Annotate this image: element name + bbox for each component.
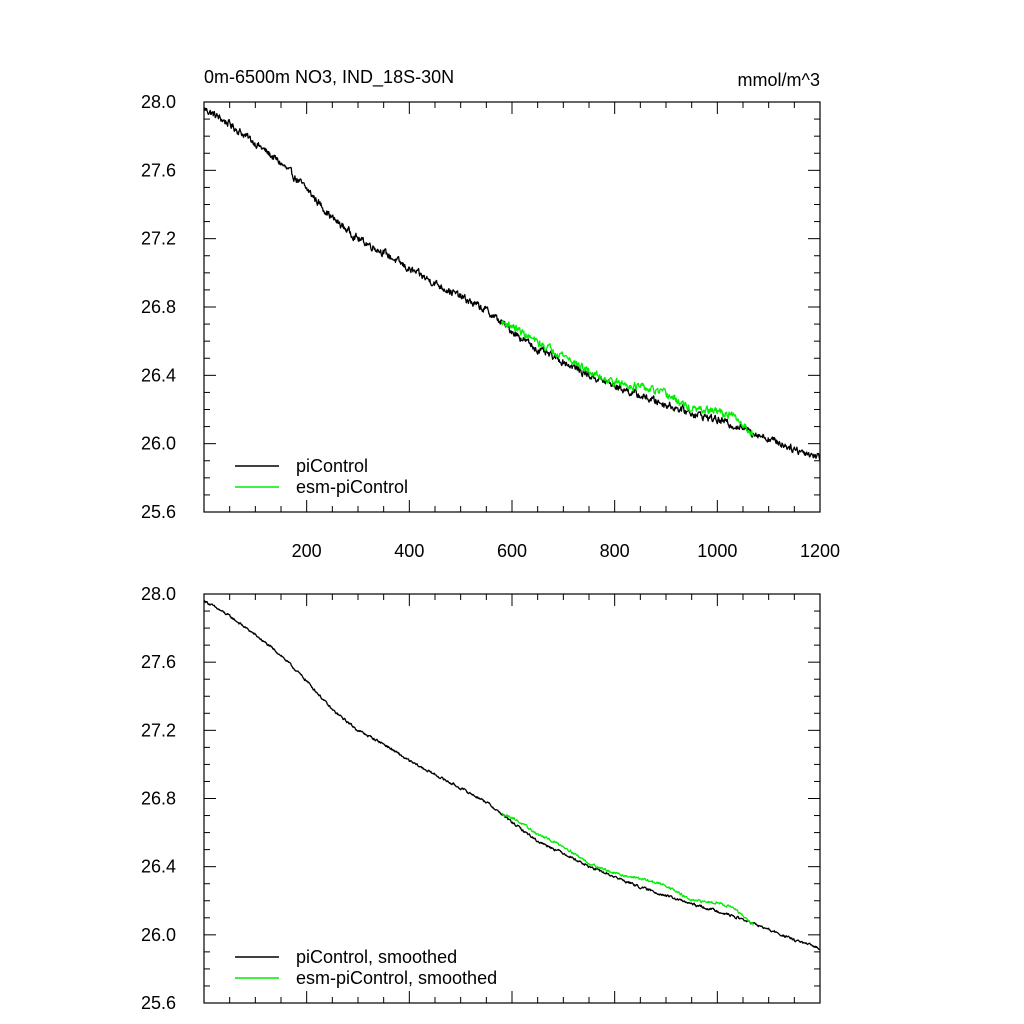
y-tick-label: 27.6 xyxy=(141,160,176,180)
figure-title: 0m-6500m NO3, IND_18S-30N xyxy=(204,67,454,88)
bottom-panel: 25.6 26.0 26.4 26.8 27.2 27.6 28.0 piControl, s… xyxy=(141,584,821,1013)
series-line-esm-picontrol-smoothed xyxy=(501,812,754,926)
y-tick-label: 26.4 xyxy=(141,365,176,385)
x-tick-label: 600 xyxy=(497,541,527,561)
y-tick-label: 26.0 xyxy=(141,434,176,454)
y-tick-label: 28.0 xyxy=(141,584,176,604)
x-tick-label: 800 xyxy=(600,541,630,561)
top-panel: 25.6 26.0 26.4 26.8 27.2 27.6 28.0 200 400 600 800… xyxy=(141,92,840,561)
y-tick-label: 27.6 xyxy=(141,652,176,672)
y-tick-label: 26.8 xyxy=(141,789,176,809)
y-tick-label: 28.0 xyxy=(141,92,176,112)
series-line-picontrol xyxy=(203,107,821,461)
plot-frame xyxy=(203,593,821,1004)
plot-frame xyxy=(203,101,821,513)
legend-label: esm-piControl, smoothed xyxy=(296,968,497,988)
y-tick-label: 26.0 xyxy=(141,925,176,945)
legend-label: piControl xyxy=(296,456,368,476)
y-tick-label: 26.4 xyxy=(141,857,176,877)
legend-label: esm-piControl xyxy=(296,477,408,497)
x-tick-label: 400 xyxy=(394,541,424,561)
y-tick-label: 25.6 xyxy=(141,993,176,1013)
x-tick-label: 1200 xyxy=(800,541,840,561)
figure-units: mmol/m^3 xyxy=(738,70,820,90)
x-tick-label: 200 xyxy=(292,541,322,561)
y-tick-label: 27.2 xyxy=(141,720,176,740)
y-tick-label: 25.6 xyxy=(141,502,176,522)
series-line-picontrol-smoothed xyxy=(203,600,821,951)
y-tick-label: 27.2 xyxy=(141,229,176,249)
legend-label: piControl, smoothed xyxy=(296,947,457,967)
y-tick-label: 26.8 xyxy=(141,297,176,317)
x-tick-label: 1000 xyxy=(697,541,737,561)
series-line-esm-picontrol xyxy=(501,320,754,437)
